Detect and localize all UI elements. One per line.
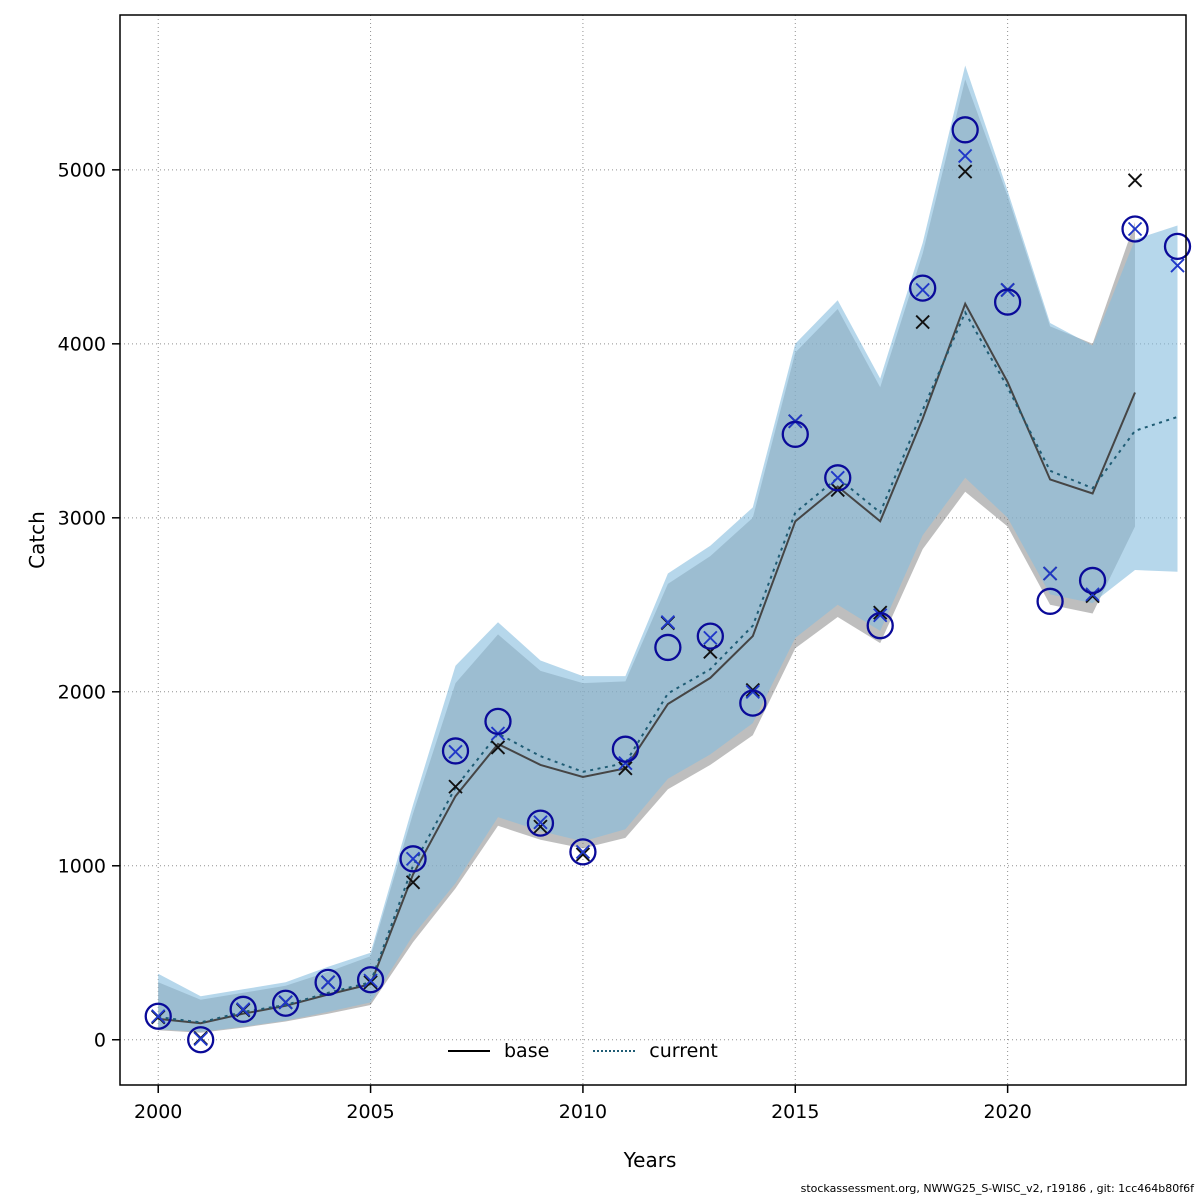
- y-tick-label: 0: [94, 1029, 106, 1051]
- current-observed-catch-cross: [745, 684, 760, 699]
- legend-label-base: base: [504, 1040, 550, 1062]
- y-tick-label: 4000: [58, 333, 106, 355]
- current-observed-catch-circle: [569, 838, 597, 866]
- base-observed-catch: [618, 761, 633, 776]
- current-observed-catch-circle: [441, 737, 470, 765]
- y-tick-label: 5000: [58, 159, 106, 181]
- current-observed-catch-cross: [1085, 587, 1100, 602]
- current-observed-catch-cross: [405, 851, 421, 866]
- current-observed-catch-cross: [363, 973, 378, 988]
- base-observed-catch: [533, 819, 548, 834]
- data-points: [144, 116, 1192, 1054]
- confidence-bands: [158, 65, 1178, 1033]
- current-observed-catch-circle: [1121, 215, 1149, 243]
- base-observed-catch: [575, 847, 591, 862]
- dotted-line-swatch-icon: [593, 1050, 636, 1052]
- current-observed-catch-circle: [696, 622, 724, 650]
- current-observed-catch-circle: [187, 1026, 215, 1054]
- base-observed-catch: [490, 740, 506, 755]
- x-tick-label: 2000: [134, 1101, 182, 1123]
- current-observed-catch-cross: [1042, 566, 1058, 581]
- current-observed-catch-circle: [484, 707, 512, 736]
- x-tick-label: 2020: [983, 1101, 1031, 1123]
- current-observed-catch-cross: [575, 844, 591, 860]
- current-observed-catch-circle: [526, 809, 555, 837]
- current-observed-catch-circle: [824, 464, 852, 492]
- current-observed-catch-circle: [951, 116, 979, 144]
- base-observed-catch: [405, 875, 421, 890]
- base-observed-catch: [1127, 173, 1143, 188]
- y-tick-label: 1000: [58, 855, 106, 877]
- current-observed-catch-circle: [654, 633, 682, 662]
- base-fit-line: [158, 301, 1136, 1025]
- current-observed-catch-cross: [235, 1002, 251, 1017]
- current-observed-catch-circle: [993, 288, 1022, 316]
- current-observed-catch-cross: [703, 630, 718, 646]
- current-observed-catch-circle: [781, 420, 809, 448]
- current-observed-catch-cross: [448, 744, 463, 759]
- current-observed-catch-cross: [193, 1031, 208, 1047]
- axis-ticks: [112, 169, 1009, 1093]
- current-observed-catch-cross: [1127, 221, 1143, 237]
- x-tick-label: 2010: [559, 1101, 607, 1123]
- base-observed-catch: [957, 164, 973, 179]
- current-observed-catch-circle: [271, 989, 300, 1017]
- base-observed-catch: [448, 779, 463, 794]
- source-attribution: stockassessment.org, NWWG25_S-WISC_v2, r…: [800, 1182, 1194, 1195]
- current-observed-catch-cross: [278, 995, 293, 1010]
- current-observed-catch-cross: [151, 1009, 166, 1024]
- fit-lines: [158, 301, 1178, 1025]
- current-observed-catch-circle: [356, 966, 385, 994]
- current-observed-catch-cross: [873, 608, 888, 623]
- current-observed-catch-circle: [1036, 587, 1064, 615]
- current-observed-catch-circle: [1078, 566, 1107, 595]
- current-observed-catch-circle: [866, 612, 894, 640]
- current-observed-catch-cross: [1170, 258, 1185, 273]
- legend-label-current: current: [649, 1040, 718, 1062]
- current-fit-line: [158, 310, 1178, 1024]
- x-tick-label: 2015: [771, 1101, 819, 1123]
- legend-item-current: current: [593, 1040, 718, 1062]
- y-axis-title: Catch: [25, 511, 49, 569]
- current-observed-catch-circle: [1163, 232, 1192, 261]
- base-observed-catch: [363, 975, 378, 990]
- legend: base current: [448, 1040, 718, 1062]
- current-observed-catch-cross: [618, 755, 633, 771]
- current-confidence-band: [158, 65, 1178, 1032]
- current-observed-catch-circle: [399, 845, 427, 873]
- current-observed-catch-circle: [611, 735, 640, 763]
- current-observed-catch-cross: [915, 282, 930, 298]
- current-observed-catch-circle: [909, 274, 937, 302]
- current-observed-catch-cross: [830, 470, 845, 485]
- current-observed-catch-circle: [739, 689, 767, 717]
- current-observed-catch-cross: [660, 615, 676, 630]
- current-observed-catch-circle: [229, 995, 257, 1023]
- legend-item-base: base: [448, 1040, 549, 1062]
- current-observed-catch-cross: [533, 815, 548, 830]
- current-observed-catch-circle: [144, 1002, 172, 1030]
- current-observed-catch-cross: [957, 148, 973, 164]
- axis-tick-labels: 2000 2005 2010 2015 2020 0 1000 2000 3000 4000 500…: [58, 159, 1032, 1123]
- x-axis-title: Years: [623, 1148, 677, 1172]
- x-tick-label: 2005: [346, 1101, 394, 1123]
- y-tick-label: 3000: [58, 507, 106, 529]
- current-observed-catch-circle: [314, 968, 342, 996]
- base-observed-catch: [915, 314, 930, 330]
- y-tick-label: 2000: [58, 681, 106, 703]
- solid-line-swatch-icon: [448, 1050, 490, 1052]
- plot-border: [119, 14, 1187, 1086]
- current-observed-catch-cross: [320, 975, 336, 990]
